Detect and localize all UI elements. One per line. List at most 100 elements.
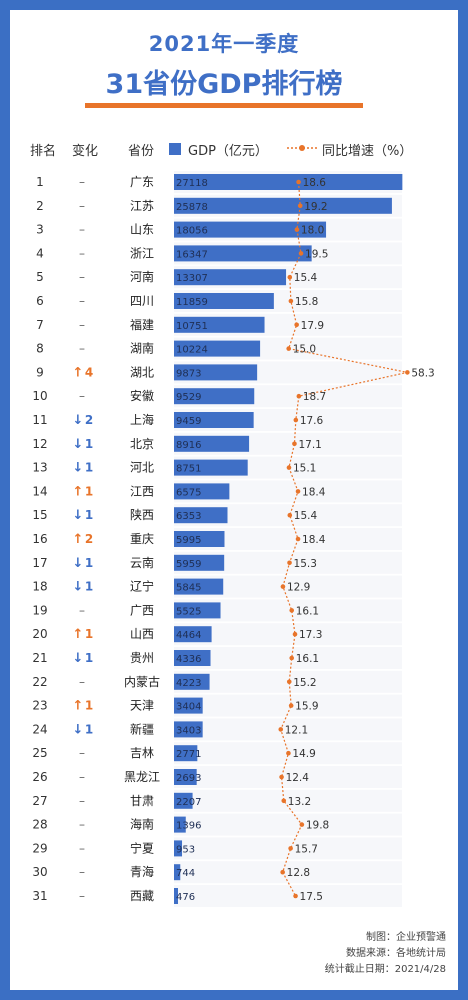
- growth-value-label: 17.5: [300, 891, 323, 903]
- gdp-bar: [174, 578, 224, 595]
- growth-point: [289, 608, 295, 613]
- province-label: 宁夏: [130, 840, 154, 855]
- province-label: 浙江: [130, 246, 154, 260]
- rank-up-icon: ↑: [73, 365, 84, 380]
- gdp-bar: [174, 388, 255, 405]
- rank-label: 26: [32, 770, 47, 784]
- gdp-value-label: 1396: [176, 821, 201, 832]
- gdp-value-label: 11859: [176, 297, 208, 308]
- province-label: 河南: [130, 269, 154, 284]
- growth-value-label: 12.8: [287, 867, 310, 879]
- gdp-value-label: 6575: [176, 487, 201, 498]
- gdp-value-label: 16347: [176, 249, 208, 260]
- rank-label: 18: [32, 580, 47, 594]
- rank-label: 14: [32, 484, 47, 498]
- rank-change-value: 2: [85, 532, 93, 546]
- rank-label: 27: [32, 794, 47, 808]
- gdp-bar: [174, 531, 225, 547]
- rank-label: 20: [32, 627, 47, 641]
- rank-label: 24: [32, 722, 47, 736]
- province-label: 广西: [130, 603, 154, 617]
- header-change: 变化: [72, 144, 99, 159]
- rank-down-icon: ↓: [73, 556, 84, 571]
- growth-point: [280, 869, 285, 875]
- growth-value-label: 17.9: [301, 320, 324, 332]
- rank-up-icon: ↑: [73, 484, 84, 499]
- gdp-value-label: 4336: [176, 654, 201, 665]
- growth-point: [295, 536, 301, 542]
- gdp-bar: [174, 792, 193, 809]
- growth-value-label: 12.9: [287, 582, 310, 594]
- rank-change-none: –: [79, 603, 85, 617]
- rank-change-value: 1: [85, 580, 93, 594]
- gdp-value-label: 13307: [176, 273, 208, 284]
- gdp-value-label: 9529: [176, 392, 201, 403]
- gdp-bar: [174, 840, 183, 857]
- row-background: [174, 623, 402, 646]
- gdp-bar: [174, 245, 312, 262]
- rank-change-none: –: [79, 794, 85, 808]
- gdp-bar: [174, 483, 230, 500]
- rank-change-value: 1: [85, 461, 93, 475]
- gdp-value-label: 2207: [176, 797, 201, 808]
- growth-value-label: 58.3: [411, 367, 434, 379]
- rank-label: 2: [36, 199, 44, 213]
- gdp-bar: [174, 554, 225, 571]
- gdp-bar: [174, 602, 221, 619]
- gdp-value-label: 5845: [176, 583, 201, 594]
- growth-value-label: 15.9: [295, 701, 318, 713]
- rank-up-icon: ↑: [73, 699, 84, 714]
- gdp-bar: [174, 174, 403, 190]
- gdp-value-label: 8751: [176, 464, 201, 475]
- growth-point: [296, 179, 301, 185]
- gdp-value-label: 476: [176, 892, 195, 903]
- gdp-value-label: 10751: [176, 321, 208, 332]
- growth-value-label: 15.3: [294, 558, 317, 570]
- province-label: 安徽: [130, 388, 154, 403]
- rank-change-value: 1: [85, 722, 93, 736]
- rank-up-icon: ↑: [73, 532, 84, 547]
- growth-point: [286, 679, 292, 685]
- row-background: [174, 480, 402, 503]
- growth-point: [294, 322, 299, 328]
- growth-point: [299, 822, 305, 827]
- growth-point: [287, 560, 292, 566]
- growth-point: [288, 703, 294, 708]
- growth-value-label: 15.4: [294, 272, 318, 284]
- rank-down-icon: ↓: [73, 413, 84, 428]
- rank-change-none: –: [79, 223, 85, 237]
- province-label: 广东: [130, 175, 154, 189]
- gdp-value-label: 10224: [176, 345, 208, 356]
- rank-change-value: 1: [85, 699, 93, 713]
- rank-label: 25: [32, 746, 47, 760]
- gdp-value-label: 25878: [176, 202, 208, 213]
- gdp-bar: [174, 888, 179, 904]
- province-label: 上海: [130, 412, 154, 427]
- gdp-bar: [174, 697, 203, 714]
- rank-change-none: –: [79, 342, 85, 356]
- gdp-value-label: 18056: [176, 226, 208, 237]
- rank-label: 17: [32, 556, 47, 570]
- rank-label: 12: [32, 437, 47, 451]
- rank-change-value: 1: [85, 627, 93, 641]
- growth-point: [286, 750, 291, 756]
- header-province: 省份: [128, 144, 155, 159]
- growth-point: [295, 489, 301, 494]
- rank-down-icon: ↓: [73, 580, 84, 595]
- growth-point: [286, 346, 292, 351]
- gdp-value-label: 4464: [176, 630, 201, 641]
- growth-value-label: 16.1: [296, 653, 319, 665]
- rank-label: 11: [32, 413, 47, 427]
- gdp-bar: [174, 745, 198, 762]
- footer-date: 统计截止日期：2021/4/28: [324, 964, 446, 975]
- rank-change-none: –: [79, 175, 85, 189]
- growth-point: [281, 798, 287, 804]
- gdp-legend-label: GDP（亿元）: [188, 144, 268, 159]
- gdp-value-label: 3403: [176, 725, 201, 736]
- gdp-value-label: 8916: [176, 440, 201, 451]
- gdp-value-label: 5525: [176, 606, 201, 617]
- province-label: 青海: [130, 864, 154, 879]
- growth-point: [288, 298, 294, 304]
- province-label: 甘肃: [130, 794, 154, 808]
